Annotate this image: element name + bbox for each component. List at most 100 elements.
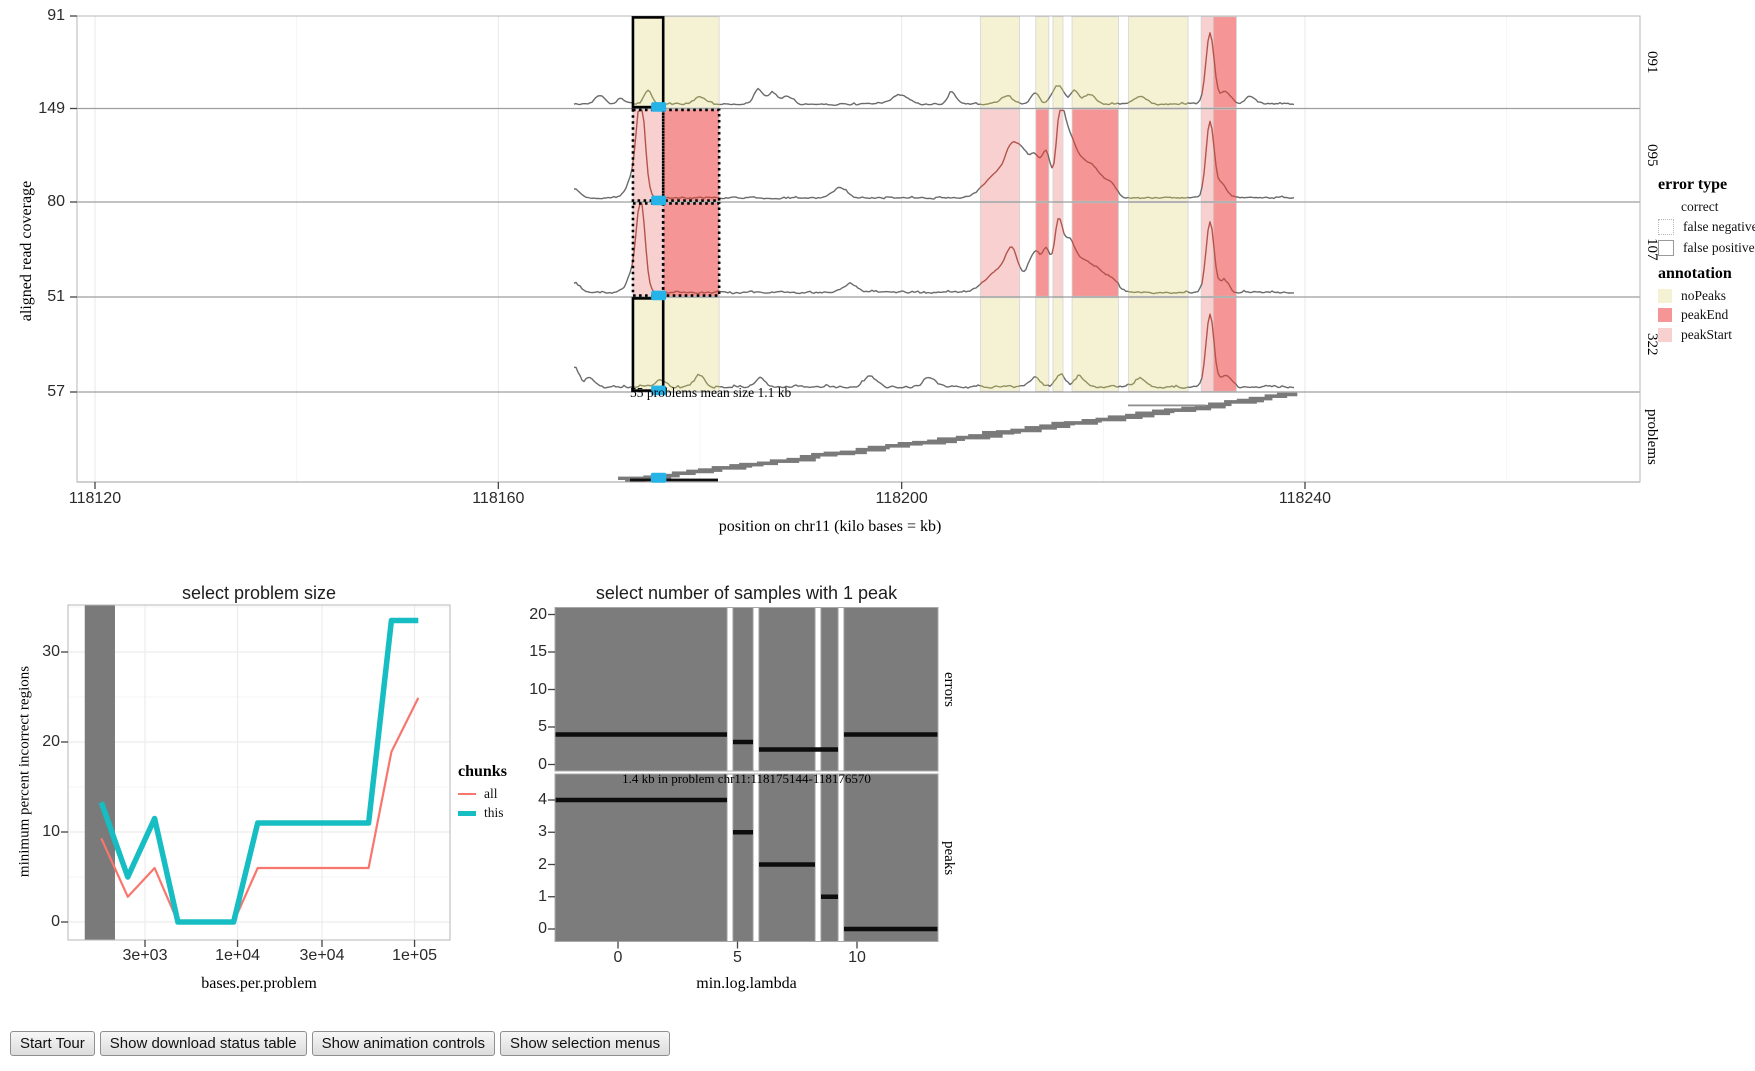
show-selection-menus-button[interactable]: Show selection menus: [499, 1031, 671, 1056]
model-selector-band[interactable]: [820, 607, 839, 772]
problem-segment[interactable]: [968, 434, 1003, 438]
problem-segment[interactable]: [855, 447, 886, 452]
problem-segment[interactable]: [1163, 408, 1197, 412]
coverage-trace-091: [1071, 89, 1119, 106]
show-download-status-button[interactable]: Show download status table: [99, 1031, 307, 1056]
false-negative-rect[interactable]: [661, 108, 721, 202]
annotation-band: [1200, 297, 1214, 392]
annotation-band: [1052, 202, 1064, 297]
problem-segment[interactable]: [1095, 417, 1127, 422]
problem-segment[interactable]: [1010, 428, 1042, 433]
problem-segment[interactable]: [769, 459, 800, 463]
problem-segment[interactable]: [1236, 398, 1264, 403]
problem-segment[interactable]: [697, 468, 723, 472]
problem-segment[interactable]: [885, 444, 911, 448]
problem-segment[interactable]: [1194, 404, 1226, 409]
problem-segment[interactable]: [711, 466, 747, 470]
problem-segment[interactable]: [786, 457, 816, 462]
annotation-band: [1200, 202, 1214, 297]
annotation-band: [979, 108, 1021, 202]
problem-segment[interactable]: [656, 473, 680, 478]
coverage-trace-322: [979, 384, 1021, 389]
coverage-trace-091: [1235, 95, 1295, 106]
animint-toolbar: Start Tour Show download status table Sh…: [10, 1031, 671, 1056]
show-animation-controls-button[interactable]: Show animation controls: [311, 1031, 495, 1056]
coverage-y-axis-title: aligned read coverage: [18, 180, 35, 322]
problem-segment[interactable]: [618, 476, 652, 480]
selected-problem-segment[interactable]: [630, 478, 718, 482]
problem-segment[interactable]: [839, 450, 867, 455]
facet-strip-322: 322: [1644, 333, 1660, 356]
chunks-line-this[interactable]: [98, 617, 419, 925]
model-selector-band[interactable]: [843, 773, 939, 942]
problem-segment[interactable]: [823, 451, 856, 456]
legend-item-peakEnd[interactable]: peakEnd: [1658, 308, 1755, 323]
y-tick-label: 10: [529, 680, 547, 698]
problem-size-panel-border[interactable]: [67, 604, 451, 941]
false-negative-rect[interactable]: [631, 202, 665, 297]
problem-segment[interactable]: [897, 441, 923, 446]
problem-segment[interactable]: [1248, 396, 1273, 401]
legend-item-chunks-this[interactable]: this: [458, 805, 528, 820]
model-selector-band[interactable]: [732, 607, 754, 772]
problem-segment[interactable]: [995, 430, 1021, 434]
false-negative-rect[interactable]: [661, 202, 721, 297]
model-selector-band[interactable]: [758, 607, 816, 772]
coverage-trace-322: [1235, 383, 1295, 389]
problem-segment[interactable]: [1125, 413, 1155, 418]
problem-segment[interactable]: [1039, 424, 1071, 429]
y-tick-label: 20: [529, 605, 547, 623]
coverage-trace-107: [1063, 233, 1073, 242]
problem-segment[interactable]: [1276, 392, 1298, 397]
problem-segment[interactable]: [1135, 411, 1171, 416]
problem-segment[interactable]: [1151, 409, 1175, 414]
coverage-trace-107: [979, 246, 1021, 285]
problem-segment[interactable]: [1128, 404, 1206, 407]
annotation-band: [1212, 202, 1237, 297]
problem-segment[interactable]: [756, 461, 779, 466]
x-tick-label: 1e+05: [392, 947, 438, 964]
problem-segment[interactable]: [937, 437, 965, 441]
x-tick-label: 0: [613, 949, 623, 966]
selected-problem-size-band[interactable]: [84, 605, 115, 940]
model-selector-band[interactable]: [758, 773, 816, 942]
y-tick-label: 0: [51, 913, 60, 930]
legend-item-correct[interactable]: correct: [1658, 199, 1755, 214]
y-tick-label: 15: [529, 643, 547, 660]
problem-segment[interactable]: [1181, 406, 1212, 411]
y-tick-label: 1: [538, 887, 547, 905]
coverage-trace-095: [719, 186, 981, 200]
coverage-trace-095: [574, 168, 633, 200]
facet-strip-091: 091: [1644, 51, 1660, 74]
problem-segment[interactable]: [1081, 419, 1102, 423]
legend-item-chunks-all[interactable]: all: [458, 786, 528, 801]
problem-segment[interactable]: [867, 445, 890, 450]
problem-segment[interactable]: [1063, 421, 1098, 425]
problem-segment[interactable]: [1264, 394, 1288, 398]
x-tick-label: 3e+03: [122, 947, 168, 964]
problem-segment[interactable]: [739, 462, 764, 467]
problem-segment[interactable]: [671, 471, 696, 476]
problem-segment[interactable]: [927, 439, 957, 444]
legend-item-noPeaks[interactable]: noPeaks: [1658, 288, 1755, 304]
coverage-trace-322: [1063, 377, 1073, 386]
coverage-trace-322: [719, 375, 981, 389]
problem-segment[interactable]: [799, 454, 821, 459]
legend-item-false-negative[interactable]: false negative: [1658, 219, 1755, 236]
annotation-band: [979, 16, 1021, 109]
coverage-trace-095: [1035, 149, 1049, 159]
x-tick-label: 3e+04: [299, 947, 345, 964]
start-tour-button[interactable]: Start Tour: [10, 1031, 95, 1056]
model-selector-band[interactable]: [820, 773, 839, 942]
model-selector-band[interactable]: [554, 607, 728, 772]
legend-item-peakStart[interactable]: peakStart: [1658, 327, 1755, 342]
facet-strip-095: 095: [1644, 144, 1660, 167]
selected-problem-rect[interactable]: [631, 16, 665, 109]
model-selector-band[interactable]: [843, 607, 939, 772]
selected-problem-rect[interactable]: [631, 297, 665, 392]
model-selector-band[interactable]: [732, 773, 754, 942]
problem-segment[interactable]: [1208, 402, 1232, 407]
problem-segment[interactable]: [1051, 421, 1075, 426]
legend-item-false-positive[interactable]: false positive: [1658, 240, 1755, 257]
